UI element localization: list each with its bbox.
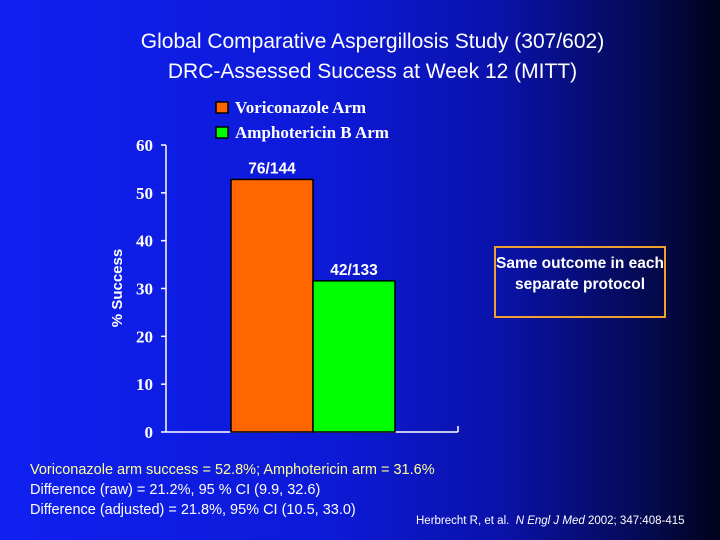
summary-notes: Voriconazole arm success = 52.8%; Amphot… xyxy=(30,460,435,520)
callout-box: Same outcome in each separate protocol xyxy=(494,246,666,318)
title-line-1: Global Comparative Aspergillosis Study (… xyxy=(140,30,605,53)
title-line-2: DRC-Assessed Success at Week 12 (MITT) xyxy=(167,60,578,83)
y-tick-label: 20 xyxy=(136,327,153,346)
note-success-rates: Voriconazole arm success = 52.8%; Amphot… xyxy=(30,462,435,478)
bar-data-label: 42/133 xyxy=(330,262,378,279)
y-tick-label: 60 xyxy=(136,136,153,155)
bar-voriconazole xyxy=(230,178,314,433)
y-axis-label: % Success xyxy=(109,249,126,327)
y-tick-label: 30 xyxy=(136,280,153,299)
bar-amphotericin xyxy=(312,280,396,433)
legend-label: Voriconazole Arm xyxy=(235,98,366,117)
legend-swatch xyxy=(215,101,229,114)
y-tick-label: 40 xyxy=(136,232,153,251)
legend-swatch xyxy=(215,126,229,139)
note-difference-raw: Difference (raw) = 21.2%, 95 % CI (9.9, … xyxy=(30,482,321,498)
legend-label: Amphotericin B Arm xyxy=(235,123,389,142)
citation: Herbrecht R, et al. N Engl J Med 2002; 3… xyxy=(416,515,685,527)
y-tick-label: 10 xyxy=(136,375,153,394)
note-difference-adjusted: Difference (adjusted) = 21.8%, 95% CI (1… xyxy=(30,502,356,518)
y-tick-label: 0 xyxy=(145,423,154,442)
bar-data-label: 76/144 xyxy=(248,160,296,177)
y-tick-label: 50 xyxy=(136,184,153,203)
